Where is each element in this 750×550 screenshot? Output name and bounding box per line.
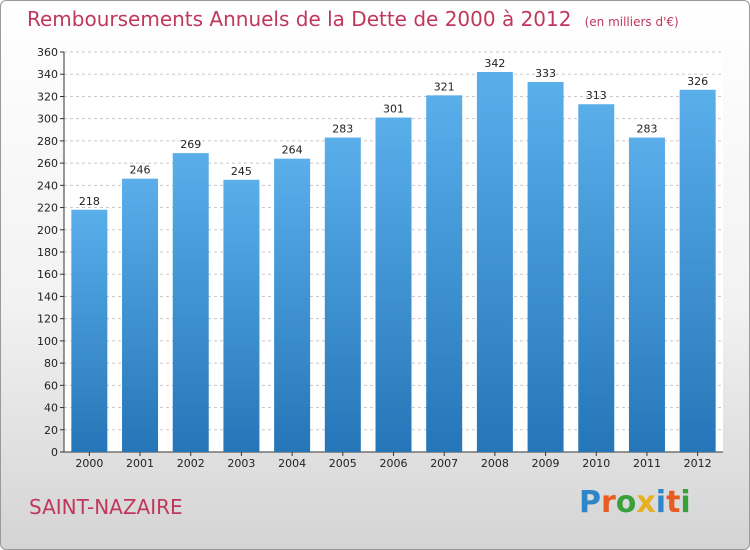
y-tick-label: 180 [37, 246, 58, 259]
y-tick-label: 280 [37, 135, 58, 148]
bar [426, 95, 463, 452]
x-tick-label: 2008 [481, 457, 509, 470]
bar-value-label: 218 [79, 195, 100, 208]
bar [375, 117, 412, 453]
bar-value-label: 313 [586, 89, 607, 102]
bar [578, 104, 615, 452]
x-tick-label: 2003 [227, 457, 255, 470]
logo-letter: t [666, 485, 681, 520]
x-tick-label: 2005 [329, 457, 357, 470]
x-tick-label: 2002 [177, 457, 205, 470]
bar-value-label: 321 [434, 80, 455, 93]
bar-value-label: 326 [687, 75, 708, 88]
x-tick-label: 2009 [532, 457, 560, 470]
y-tick-label: 60 [44, 379, 58, 392]
y-tick-label: 320 [37, 90, 58, 103]
y-tick-label: 0 [51, 446, 58, 459]
bar [223, 179, 260, 452]
bar [628, 137, 665, 453]
bar [71, 209, 108, 452]
x-tick-label: 2007 [430, 457, 458, 470]
bar-value-label: 269 [180, 138, 201, 151]
y-tick-label: 120 [37, 313, 58, 326]
y-tick-label: 340 [37, 68, 58, 81]
x-tick-label: 2001 [126, 457, 154, 470]
bar-value-label: 283 [332, 123, 353, 136]
bar [476, 72, 513, 452]
y-tick-label: 360 [37, 46, 58, 59]
logo-letter: o [615, 485, 637, 520]
bar [527, 82, 564, 452]
x-tick-label: 2010 [582, 457, 610, 470]
y-tick-label: 40 [44, 402, 58, 415]
bar [122, 178, 159, 452]
y-tick-label: 240 [37, 179, 58, 192]
y-tick-label: 300 [37, 113, 58, 126]
y-tick-label: 260 [37, 157, 58, 170]
y-tick-label: 160 [37, 268, 58, 281]
y-tick-label: 20 [44, 424, 58, 437]
bar-value-label: 264 [282, 144, 303, 157]
logo-letter: i [655, 485, 667, 520]
logo-letter: i [680, 485, 691, 520]
x-tick-label: 2012 [684, 457, 712, 470]
x-tick-label: 2011 [633, 457, 661, 470]
bar-value-label: 333 [535, 67, 556, 80]
bar-value-label: 246 [130, 164, 151, 177]
bar-value-label: 342 [484, 57, 505, 70]
x-tick-label: 2004 [278, 457, 306, 470]
y-tick-label: 200 [37, 224, 58, 237]
logo-letter: r [601, 485, 616, 520]
bar [172, 153, 209, 452]
city-name: SAINT-NAZAIRE [29, 495, 183, 519]
bar-value-label: 283 [636, 123, 657, 136]
y-tick-label: 80 [44, 357, 58, 370]
logo-letter: x [636, 485, 656, 520]
bar-value-label: 245 [231, 165, 252, 178]
bar [324, 137, 361, 453]
title-unit: (en milliers d'€) [584, 15, 679, 29]
logo-letter: P [579, 485, 601, 520]
bar [679, 89, 716, 453]
x-tick-label: 2006 [380, 457, 408, 470]
proxiti-logo: Proxiti [579, 485, 691, 520]
y-tick-label: 220 [37, 202, 58, 215]
chart-title: Remboursements Annuels de la Dette de 20… [27, 7, 679, 31]
x-tick-label: 2000 [75, 457, 103, 470]
title-main: Remboursements Annuels de la Dette de 20… [27, 7, 572, 31]
y-tick-label: 100 [37, 335, 58, 348]
bar-value-label: 301 [383, 103, 404, 116]
bar [274, 158, 311, 452]
y-tick-label: 140 [37, 290, 58, 303]
